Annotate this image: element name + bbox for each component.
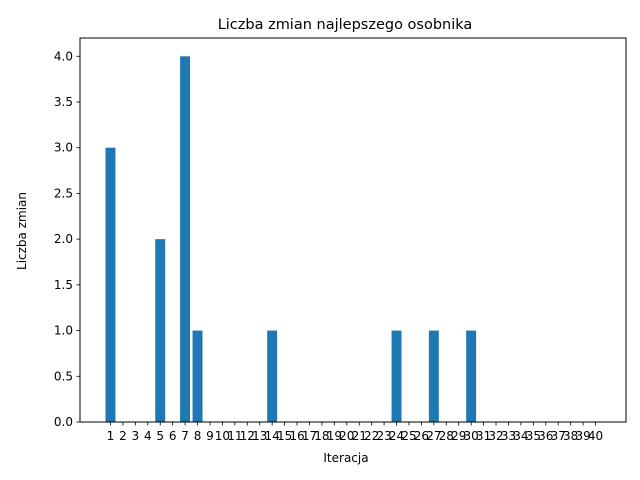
- y-tick-label: 1.0: [54, 324, 73, 338]
- x-tick-label: 35: [526, 429, 541, 443]
- x-tick-label: 40: [588, 429, 603, 443]
- x-tick-label: 31: [476, 429, 491, 443]
- x-tick-label: 9: [206, 429, 214, 443]
- x-tick-label: 30: [464, 429, 479, 443]
- x-tick-label: 27: [426, 429, 441, 443]
- x-tick-label: 29: [451, 429, 466, 443]
- y-tick-label: 3.5: [54, 95, 73, 109]
- bar-7: [180, 56, 191, 422]
- x-axis-title: Iteracja: [323, 451, 368, 465]
- x-tick-label: 7: [181, 429, 189, 443]
- plot-area-frame: [79, 37, 627, 423]
- x-tick-label: 26: [414, 429, 429, 443]
- x-tick-label: 21: [352, 429, 367, 443]
- x-tick-label: 25: [401, 429, 416, 443]
- bar-24: [391, 330, 402, 422]
- x-tick-label: 11: [227, 429, 242, 443]
- x-tick-label: 33: [501, 429, 516, 443]
- x-tick-label: 6: [169, 429, 177, 443]
- y-tick-label: 3.0: [54, 141, 73, 155]
- x-tick-label: 39: [575, 429, 590, 443]
- x-tick-label: 37: [551, 429, 566, 443]
- x-tick-label: 3: [132, 429, 140, 443]
- x-tick-label: 20: [339, 429, 354, 443]
- x-tick-label: 32: [488, 429, 503, 443]
- x-tick-label: 24: [389, 429, 404, 443]
- x-tick-label: 15: [277, 429, 292, 443]
- y-tick-label: 2.5: [54, 186, 73, 200]
- x-tick-label: 28: [439, 429, 454, 443]
- x-tick-label: 22: [364, 429, 379, 443]
- x-axis-ticks: 1 2 3 4 5 6 7 8 9 1011121314151617181920212223242…: [107, 422, 603, 443]
- x-tick-label: 23: [376, 429, 391, 443]
- y-tick-label: 4.0: [54, 49, 73, 63]
- x-tick-label: 1: [107, 429, 115, 443]
- chart-title: Liczba zmian najlepszego osobnika: [218, 17, 473, 33]
- bar-14: [267, 330, 278, 422]
- x-tick-label: 13: [252, 429, 267, 443]
- x-tick-label: 16: [289, 429, 304, 443]
- x-tick-label: 2: [119, 429, 127, 443]
- x-tick-label: 34: [513, 429, 528, 443]
- bar-5: [155, 239, 166, 422]
- bar-30: [466, 330, 477, 422]
- y-tick-label: 0.5: [54, 369, 73, 383]
- x-tick-label: 17: [302, 429, 317, 443]
- x-tick-label: 10: [215, 429, 230, 443]
- x-tick-label: 36: [538, 429, 553, 443]
- x-tick-label: 8: [194, 429, 202, 443]
- x-tick-label: 12: [240, 429, 255, 443]
- bars-group: [105, 56, 477, 422]
- x-tick-label: 19: [327, 429, 342, 443]
- x-tick-label: 38: [563, 429, 578, 443]
- bar-27: [428, 330, 439, 422]
- bar-8: [192, 330, 203, 422]
- y-axis-ticks: 0.0 0.5 1.0 1.5 2.0 2.5 3.0 3.5 4.0: [54, 49, 80, 429]
- bar-1: [105, 147, 116, 422]
- x-tick-label: 5: [156, 429, 164, 443]
- x-tick-label: 18: [314, 429, 329, 443]
- y-tick-label: 0.0: [54, 415, 73, 429]
- y-tick-label: 2.0: [54, 232, 73, 246]
- x-tick-label: 4: [144, 429, 152, 443]
- y-tick-label: 1.5: [54, 278, 73, 292]
- y-axis-title: Liczba zmian: [15, 192, 29, 270]
- x-tick-label: 14: [265, 429, 280, 443]
